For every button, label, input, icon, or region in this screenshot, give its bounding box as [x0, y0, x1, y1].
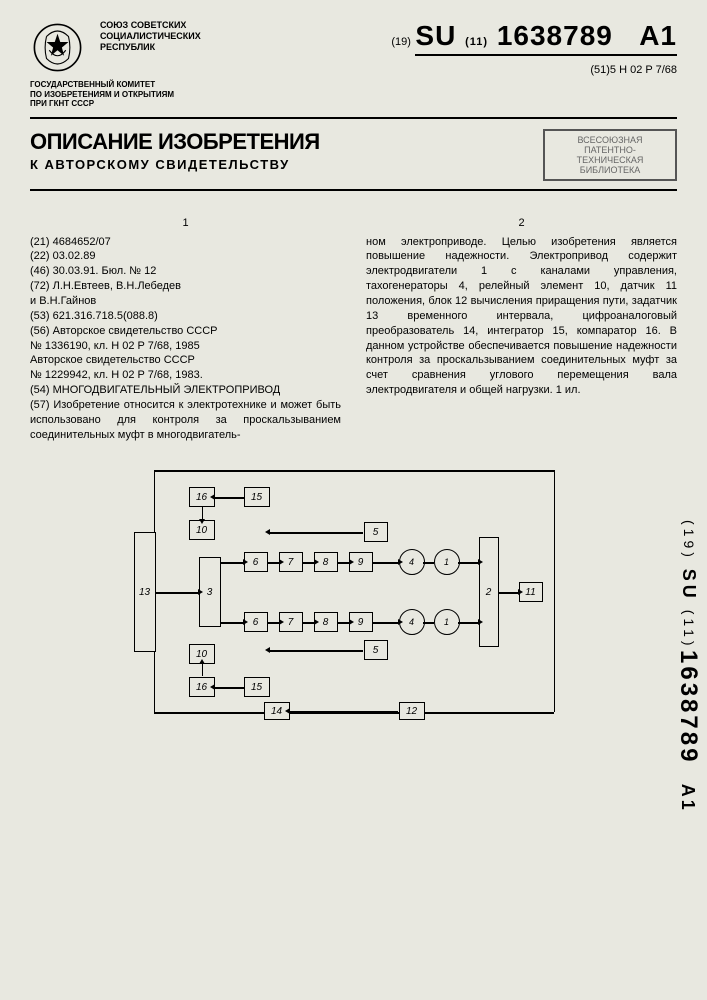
side-number: 1638789	[675, 650, 702, 764]
side-pub-number: 1638789 A1	[674, 650, 702, 813]
block-15: 15	[244, 677, 270, 697]
side-country: SU	[679, 569, 699, 602]
wire	[423, 622, 434, 624]
frame-line	[154, 470, 156, 532]
divider-icon	[30, 189, 677, 191]
wire	[221, 622, 243, 624]
side-prefix: (19)	[681, 520, 697, 561]
stamp-line-1: ВСЕСОЮЗНАЯ	[555, 135, 665, 145]
header: СОЮЗ СОВЕТСКИХ СОЦИАЛИСТИЧЕСКИХ РЕСПУБЛИ…	[30, 20, 677, 76]
circuit-diagram: 13 16 15 10 3 6 7 8 9 5 4 1 6 7 8 9 5 4 …	[134, 462, 574, 722]
classification: (51)5 H 02 P 7/68	[391, 64, 677, 76]
block-13: 13	[134, 532, 156, 652]
frame-line	[154, 470, 554, 472]
divider-icon	[30, 117, 677, 119]
block-15: 15	[244, 487, 270, 507]
library-stamp: ВСЕСОЮЗНАЯ ПАТЕНТНО-ТЕХНИЧЕСКАЯ БИБЛИОТЕ…	[543, 129, 677, 181]
motor-1: 1	[434, 549, 460, 575]
abstract-columns: 1 (21) 4684652/07 (22) 03.02.89 (46) 30.…	[30, 216, 677, 443]
wire	[215, 687, 244, 689]
wire	[156, 592, 198, 594]
block-5: 5	[364, 640, 388, 660]
committee-text: ГОСУДАРСТВЕННЫЙ КОМИТЕТ ПО ИЗОБРЕТЕНИЯМ …	[30, 80, 677, 109]
pub-prefix: (19)	[391, 36, 411, 48]
wire	[303, 622, 314, 624]
wire	[373, 622, 398, 624]
frame-line	[554, 470, 556, 712]
ussr-emblem-icon	[30, 20, 85, 75]
wire	[458, 622, 478, 624]
block-5: 5	[364, 522, 388, 542]
block-12: 12	[399, 702, 425, 720]
stamp-line-3: БИБЛИОТЕКА	[555, 165, 665, 175]
wire	[423, 562, 434, 564]
wire	[270, 650, 363, 652]
wire	[268, 562, 279, 564]
wire	[215, 497, 244, 499]
patent-page: СОЮЗ СОВЕТСКИХ СОЦИАЛИСТИЧЕСКИХ РЕСПУБЛИ…	[0, 0, 707, 1000]
motor-1: 1	[434, 609, 460, 635]
wire	[270, 532, 363, 534]
col1-number: 1	[30, 216, 341, 231]
side-kind: A1	[678, 784, 698, 813]
cls-code: H 02 P 7/68	[619, 64, 677, 76]
wire	[303, 562, 314, 564]
cls-prefix: (51)5	[590, 64, 616, 76]
col2-number: 2	[366, 216, 677, 231]
col2-text: ном электроприводе. Целью изобретения яв…	[366, 235, 677, 398]
wire	[221, 562, 243, 564]
union-text: СОЮЗ СОВЕТСКИХ СОЦИАЛИСТИЧЕСКИХ РЕСПУБЛИ…	[100, 20, 201, 52]
block-2: 2	[479, 537, 499, 647]
wire	[338, 622, 349, 624]
wire	[268, 622, 279, 624]
stamp-line-2: ПАТЕНТНО-ТЕХНИЧЕСКАЯ	[555, 145, 665, 165]
main-title: ОПИСАНИЕ ИЗОБРЕТЕНИЯ	[30, 129, 320, 155]
pub-kind: A1	[639, 20, 677, 51]
side-mid: (11)	[681, 610, 697, 650]
wire	[290, 711, 398, 713]
pub-country: SU	[415, 20, 456, 51]
subtitle: К АВТОРСКОМУ СВИДЕТЕЛЬСТВУ	[30, 157, 320, 172]
frame-line	[154, 652, 156, 712]
title-section: ОПИСАНИЕ ИЗОБРЕТЕНИЯ К АВТОРСКОМУ СВИДЕТ…	[30, 129, 677, 181]
diagram-container: 13 16 15 10 3 6 7 8 9 5 4 1 6 7 8 9 5 4 …	[30, 462, 677, 722]
side-pub-label: (19) SU (11)	[678, 520, 699, 650]
wire	[499, 592, 518, 594]
pub-number: 1638789	[497, 20, 613, 51]
wire	[202, 664, 204, 676]
wire	[338, 562, 349, 564]
col1-text: (21) 4684652/07 (22) 03.02.89 (46) 30.03…	[30, 235, 341, 443]
pub-mid: (11)	[465, 36, 488, 48]
publication-number-block: (19) SU (11) 1638789 A1 (51)5 H 02 P 7/6…	[391, 20, 677, 76]
wire	[458, 562, 478, 564]
column-2: 2 ном электроприводе. Целью изобретения …	[366, 216, 677, 443]
column-1: 1 (21) 4684652/07 (22) 03.02.89 (46) 30.…	[30, 216, 341, 443]
wire	[202, 507, 204, 519]
wire	[373, 562, 398, 564]
